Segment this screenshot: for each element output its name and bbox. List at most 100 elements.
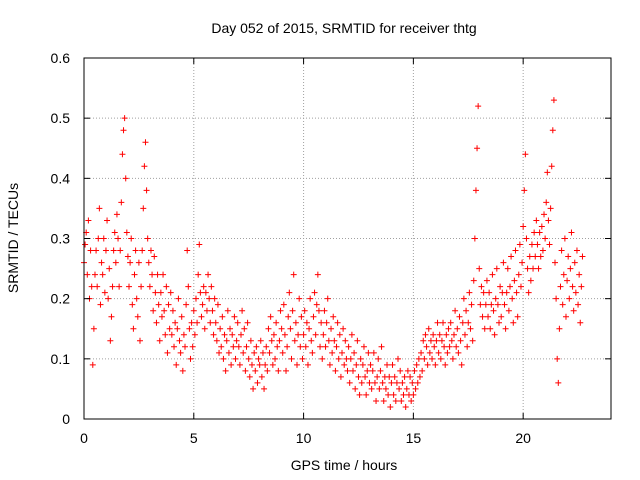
data-point: [548, 163, 555, 170]
data-point: [262, 361, 269, 368]
data-point: [306, 325, 313, 332]
data-point: [224, 307, 231, 314]
data-point: [242, 367, 249, 374]
data-point: [168, 331, 175, 338]
data-point: [221, 331, 228, 338]
data-point: [366, 379, 373, 386]
data-point: [273, 319, 280, 326]
data-point: [466, 289, 473, 296]
data-point: [467, 325, 474, 332]
data-point: [354, 337, 361, 344]
y-tick-label: 0.5: [51, 110, 71, 126]
data-point: [395, 355, 402, 362]
data-point: [243, 343, 250, 350]
data-point: [194, 319, 201, 326]
data-point: [267, 313, 274, 320]
data-point: [140, 205, 147, 212]
data-point: [523, 235, 530, 242]
data-point: [214, 301, 221, 308]
data-point: [415, 355, 422, 362]
data-point: [326, 361, 333, 368]
data-point: [357, 355, 364, 362]
data-point: [248, 361, 255, 368]
data-point: [565, 253, 572, 260]
data-point: [141, 163, 148, 170]
data-point: [268, 337, 275, 344]
data-point: [298, 313, 305, 320]
data-point: [256, 361, 263, 368]
data-point: [325, 337, 332, 344]
data-point: [442, 361, 449, 368]
data-point: [476, 265, 483, 272]
data-point: [426, 349, 433, 356]
data-point: [197, 289, 204, 296]
data-point: [455, 349, 462, 356]
data-point: [519, 259, 526, 266]
data-point: [463, 307, 470, 314]
data-point: [534, 241, 541, 248]
data-point: [541, 211, 548, 218]
data-point: [222, 367, 229, 374]
data-point: [547, 205, 554, 212]
data-point: [347, 355, 354, 362]
data-point: [180, 331, 187, 338]
data-point: [238, 331, 245, 338]
data-point: [130, 325, 137, 332]
data-point: [328, 325, 335, 332]
data-point: [177, 349, 184, 356]
data-point: [363, 391, 370, 398]
data-point: [558, 247, 565, 254]
data-point: [96, 205, 103, 212]
data-point: [135, 259, 142, 266]
data-point: [245, 355, 252, 362]
data-point: [454, 325, 461, 332]
data-point: [203, 307, 210, 314]
data-point: [345, 343, 352, 350]
data-point: [251, 349, 258, 356]
data-point: [402, 403, 409, 410]
data-point: [201, 325, 208, 332]
data-point: [314, 271, 321, 278]
data-point: [281, 331, 288, 338]
data-point: [234, 319, 241, 326]
data-point: [359, 361, 366, 368]
data-point: [244, 319, 251, 326]
data-point: [315, 307, 322, 314]
data-point: [259, 349, 266, 356]
data-point: [134, 313, 141, 320]
data-point: [296, 295, 303, 302]
data-point: [195, 271, 202, 278]
data-point: [400, 391, 407, 398]
axis-ticks: 0 5 10 15 20 0 0.1 0.2 0.3 0.4 0.5 0.6: [51, 50, 611, 446]
data-point: [503, 289, 510, 296]
data-point: [323, 319, 330, 326]
data-point: [377, 367, 384, 374]
x-tick-label: 0: [80, 430, 88, 446]
data-point: [382, 385, 389, 392]
data-point: [427, 337, 434, 344]
data-point: [481, 325, 488, 332]
data-point: [469, 337, 476, 344]
data-point: [456, 313, 463, 320]
data-point: [496, 319, 503, 326]
data-point: [388, 379, 395, 386]
data-point: [183, 301, 190, 308]
data-point: [299, 355, 306, 362]
data-point: [572, 289, 579, 296]
data-point: [531, 229, 538, 236]
data-point: [292, 319, 299, 326]
data-point: [175, 295, 182, 302]
data-point: [286, 289, 293, 296]
data-point: [341, 361, 348, 368]
data-point: [337, 373, 344, 380]
data-point: [524, 265, 531, 272]
data-point: [167, 289, 174, 296]
data-point: [293, 361, 300, 368]
data-point: [528, 241, 535, 248]
data-point: [82, 241, 89, 248]
data-point: [239, 307, 246, 314]
data-point: [391, 373, 398, 380]
data-point: [263, 343, 270, 350]
y-tick-label: 0.4: [51, 170, 71, 186]
data-point: [399, 379, 406, 386]
